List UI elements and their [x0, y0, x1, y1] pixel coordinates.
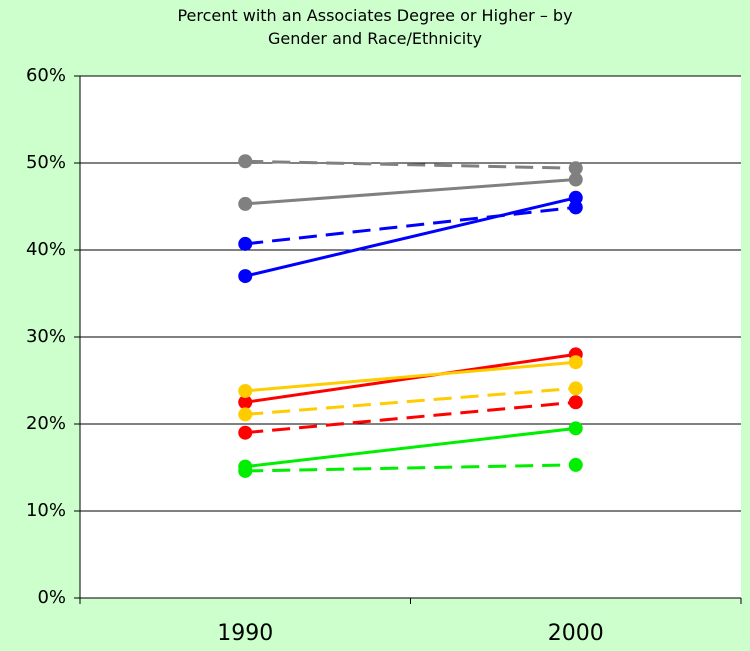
series-line: [245, 426, 576, 469]
marker: [568, 457, 583, 472]
series-line: [245, 400, 576, 435]
y-tick-label: 60%: [26, 65, 66, 86]
y-tick-label: 40%: [26, 239, 66, 260]
marker: [568, 355, 583, 370]
y-tick-label: 20%: [26, 413, 66, 434]
marker: [568, 200, 583, 215]
marker: [238, 463, 253, 478]
marker: [568, 381, 583, 396]
chart-title: Percent with an Associates Degree or Hig…: [177, 6, 573, 48]
series-line: [244, 196, 577, 278]
series-line: [245, 463, 576, 473]
marker: [238, 196, 253, 211]
marker: [238, 269, 253, 284]
series-line: [245, 386, 576, 416]
marker: [568, 172, 583, 187]
series-line: [245, 178, 576, 206]
marker: [238, 383, 253, 398]
series-line: [245, 360, 576, 393]
marker: [238, 154, 253, 169]
y-tick-label: 50%: [26, 152, 66, 173]
marker: [238, 407, 253, 422]
series-line: [245, 159, 576, 170]
marker: [568, 421, 583, 436]
x-tick-label: 1990: [217, 621, 273, 646]
marker: [238, 236, 253, 251]
marker: [238, 395, 253, 410]
marker: [568, 190, 583, 205]
marker: [238, 425, 253, 440]
y-tick-label: 30%: [26, 326, 66, 347]
series-line: [245, 205, 576, 246]
marker: [568, 395, 583, 410]
y-tick-label: 10%: [26, 500, 66, 521]
series-line: [245, 352, 576, 404]
marker: [568, 161, 583, 176]
x-tick-label: 2000: [548, 621, 604, 646]
y-tick-label: 0%: [37, 587, 66, 608]
